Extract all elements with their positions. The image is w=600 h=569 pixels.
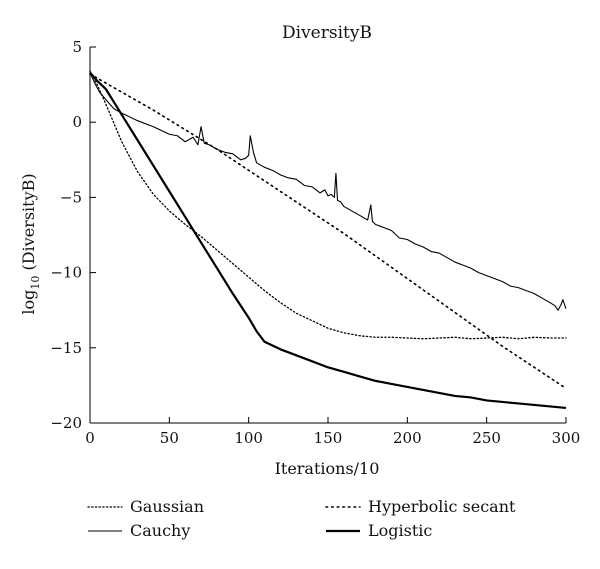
x-axis-label: Iterations/10 — [275, 459, 380, 478]
x-tick-label: 250 — [472, 429, 501, 447]
legend: Gaussian Hyperbolic secant Cauchy Logistic — [87, 497, 516, 540]
x-tick-label: 50 — [160, 429, 179, 447]
series-line-logistic — [89, 71, 567, 410]
legend-label-logistic: Logistic — [368, 521, 432, 540]
plot-area — [89, 70, 567, 410]
x-tick-label: 200 — [393, 429, 422, 447]
y-tick-label: 5 — [72, 38, 82, 56]
y-axis-label: log10 (DiversityB) — [19, 173, 42, 314]
x-axis: 0 50 100 150 200 250 300 — [85, 417, 580, 447]
x-tick-label: 100 — [234, 429, 263, 447]
series-line-gaussian — [89, 70, 567, 340]
y-tick-label: −5 — [60, 188, 82, 206]
legend-label-cauchy: Cauchy — [130, 521, 190, 540]
x-tick-label: 150 — [314, 429, 343, 447]
legend-label-gaussian: Gaussian — [130, 497, 204, 516]
legend-label-hyperbolic-secant: Hyperbolic secant — [368, 497, 516, 516]
y-axis: 5 0 −5 −10 −15 −20 — [50, 38, 96, 432]
x-tick-label: 0 — [85, 429, 95, 447]
y-tick-label: −20 — [50, 414, 82, 432]
y-tick-label: −15 — [50, 339, 82, 357]
y-axis-label-main: log — [19, 290, 38, 315]
y-axis-label-sub: 10 — [29, 276, 42, 290]
y-tick-label: −10 — [50, 264, 82, 282]
series-line-cauchy — [89, 72, 567, 311]
x-tick-label: 300 — [552, 429, 581, 447]
y-tick-label: 0 — [72, 113, 82, 131]
y-axis-label-rest: (DiversityB) — [19, 173, 38, 275]
chart-title: DiversityB — [282, 23, 372, 43]
series-line-hyperbolic-secant — [89, 73, 567, 390]
